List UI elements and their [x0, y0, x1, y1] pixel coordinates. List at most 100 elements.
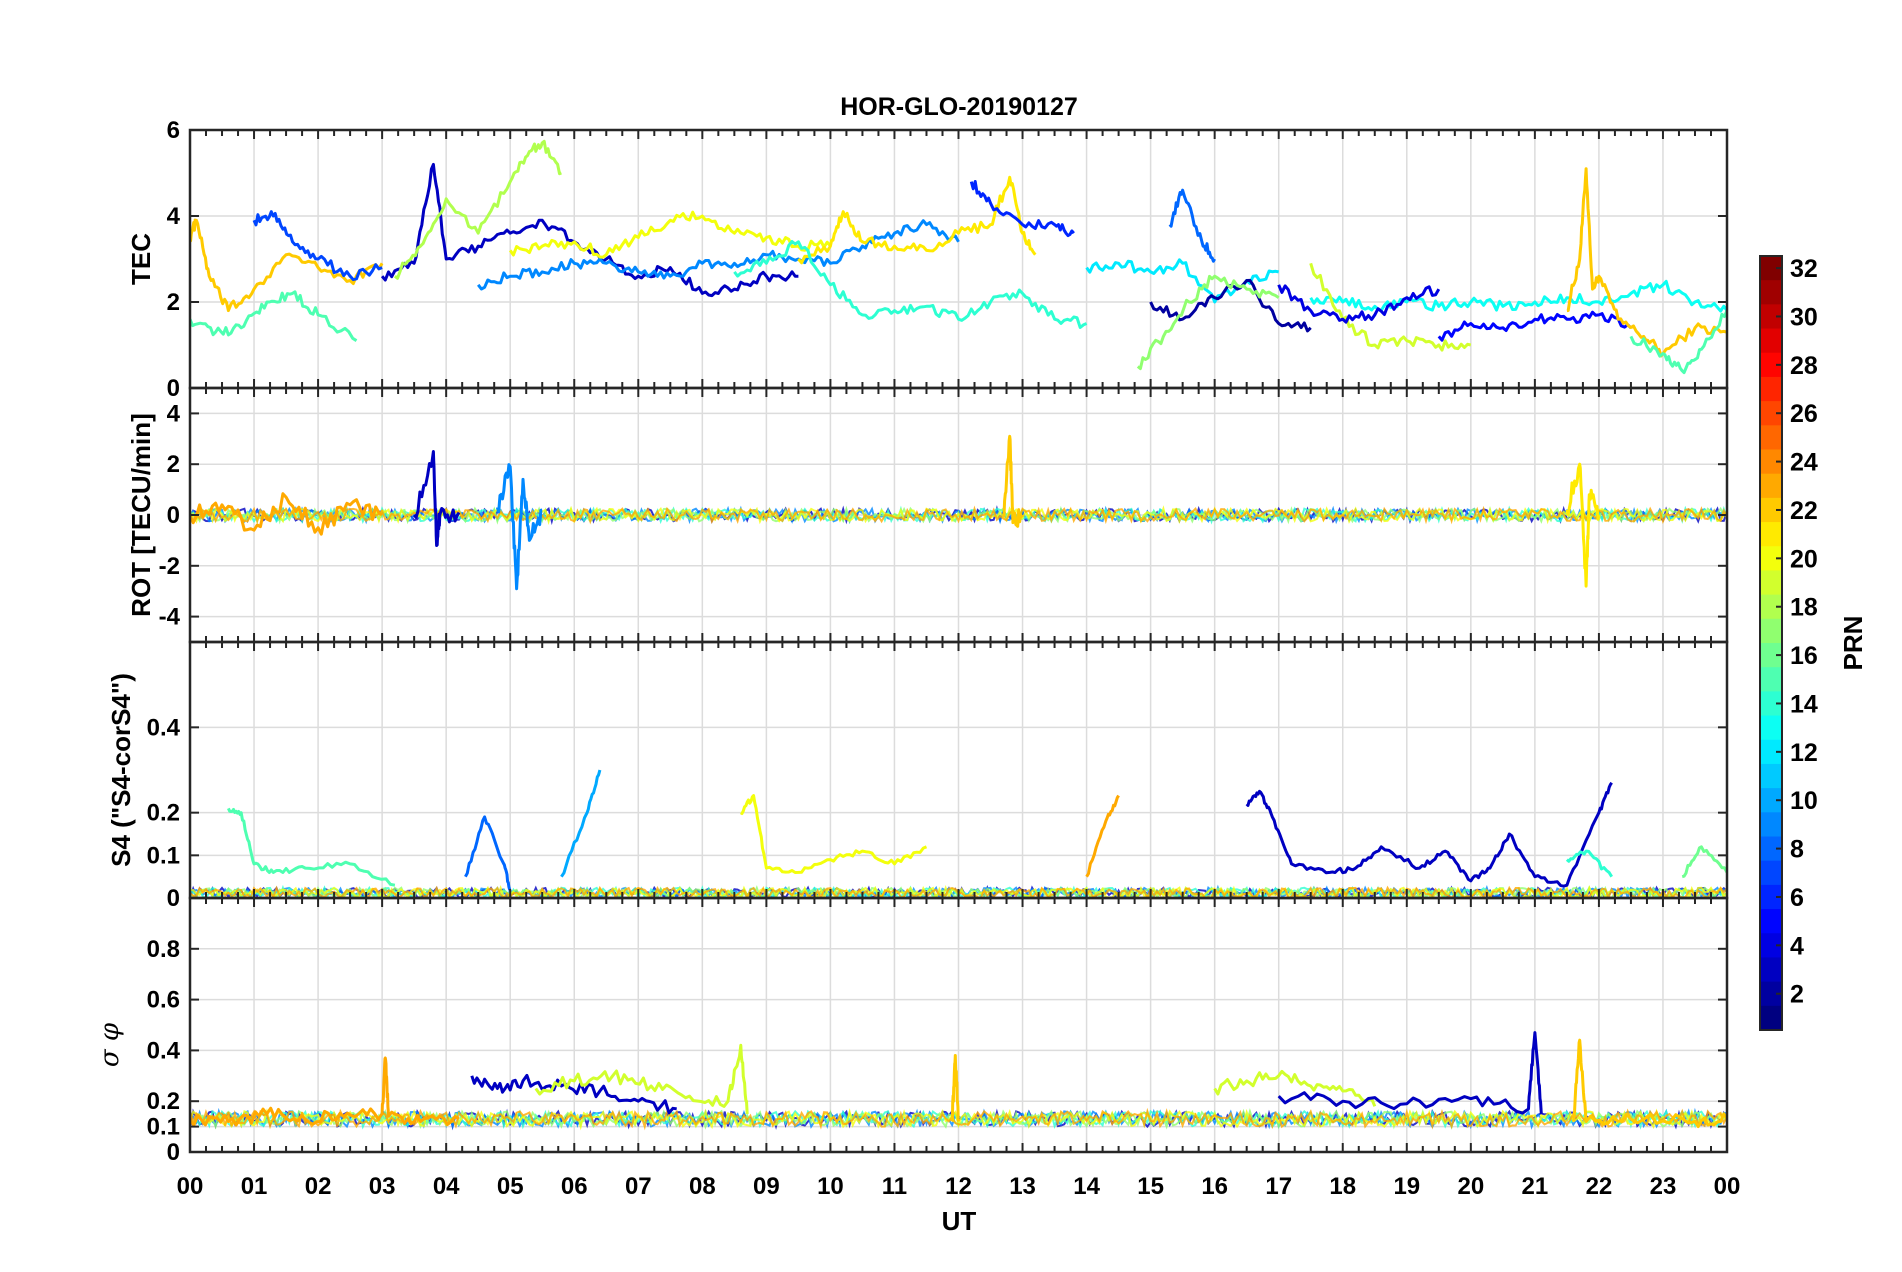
y-tick-label: 2	[167, 451, 180, 478]
panel-tec: 0 2 4 6 TEC	[126, 117, 1729, 402]
series-line-prn-3	[1277, 1031, 1543, 1115]
colorbar-tick-label: 2	[1790, 981, 1804, 1009]
y-tick-label: 0	[167, 375, 180, 402]
x-tick-label: 13	[1009, 1173, 1036, 1200]
colorbar-tick-label: 6	[1790, 884, 1804, 912]
x-tick-label: 18	[1329, 1173, 1356, 1200]
series-line-prn-22	[190, 218, 384, 313]
series-line-prn-23	[190, 1056, 460, 1127]
colorbar-swatch	[1760, 425, 1782, 451]
colorbar-tick-label: 14	[1790, 690, 1818, 718]
colorbar-tick-label: 10	[1790, 787, 1818, 815]
colorbar-label: PRN	[1838, 616, 1868, 671]
x-tick-label: 03	[369, 1173, 396, 1200]
series-line-prn-16	[1681, 845, 1727, 879]
colorbar-swatch	[1760, 618, 1782, 644]
series-line-prn-5	[1437, 310, 1632, 342]
colorbar-swatch	[1760, 376, 1782, 402]
y-tick-label: 0.4	[147, 714, 181, 741]
series-line-prn-20	[739, 794, 928, 874]
colorbar-swatch	[1760, 691, 1782, 717]
y-axis-label: ROT [TECU/min]	[126, 413, 156, 617]
x-tick-label: 10	[817, 1173, 844, 1200]
colorbar-swatch	[1760, 401, 1782, 426]
colorbar-swatch	[1760, 667, 1782, 692]
series-line-prn-23	[190, 492, 383, 536]
series-line-prn-8	[1168, 188, 1216, 263]
x-tick-label: 04	[433, 1173, 460, 1200]
series-line-prn-19	[534, 1043, 749, 1114]
colorbar-swatch	[1760, 812, 1782, 838]
grid	[190, 642, 1727, 898]
colorbar-swatch	[1760, 957, 1782, 983]
colorbar-tick-label: 4	[1790, 932, 1804, 960]
series-line-prn-3	[1245, 781, 1613, 888]
colorbar-tick-label: 26	[1790, 400, 1818, 428]
y-tick-label: -4	[159, 604, 181, 631]
series-line-prn-19	[1213, 1069, 1377, 1107]
y-tick-label: 0.8	[147, 936, 180, 963]
series-group	[190, 1031, 1727, 1129]
colorbar-swatch	[1760, 1005, 1782, 1031]
series-line-prn-3	[412, 450, 461, 547]
y-tick-label: -2	[159, 553, 180, 580]
colorbar-swatch	[1760, 546, 1782, 572]
y-tick-label: 0.4	[147, 1037, 181, 1064]
colorbar-tick-label: 18	[1790, 594, 1818, 622]
colorbar-swatch	[1760, 884, 1782, 910]
series-line-prn-18	[393, 139, 562, 280]
y-tick-label: 0	[167, 502, 180, 529]
x-tick-label: 15	[1137, 1173, 1164, 1200]
colorbar-swatch	[1760, 304, 1782, 330]
series-line-prn-3	[470, 1073, 677, 1115]
series-line-prn-15	[190, 290, 358, 342]
x-tick-label: 01	[241, 1173, 268, 1200]
x-tick-label: 20	[1457, 1173, 1484, 1200]
colorbar-swatch	[1760, 522, 1782, 547]
colorbar-swatch	[1760, 909, 1782, 934]
x-tick-label: 12	[945, 1173, 972, 1200]
colorbar-swatch	[1760, 739, 1782, 765]
series-line-prn-23	[1085, 794, 1120, 878]
x-tick-label: 17	[1265, 1173, 1292, 1200]
x-tick-label: 11	[882, 1173, 907, 1200]
series-line-prn-19	[1309, 262, 1472, 352]
colorbar-tick-label: 16	[1790, 642, 1818, 670]
y-tick-label: 0.1	[147, 1114, 180, 1141]
colorbar-swatch	[1760, 715, 1782, 741]
colorbar-tick-label: 12	[1790, 739, 1818, 767]
series-group	[190, 434, 1601, 591]
axis-ticks	[189, 898, 1728, 1153]
colorbar-swatch	[1760, 594, 1782, 620]
colorbar-tick-label: 28	[1790, 352, 1818, 380]
colorbar-tick-label: 8	[1790, 836, 1804, 864]
x-tick-label: 19	[1393, 1173, 1420, 1200]
panel-sigma-phi: 00.10.2 0.4 0.6 0.8 σ φ	[95, 896, 1729, 1166]
series-line-prn-4	[1277, 284, 1441, 324]
series-group	[190, 139, 1727, 375]
series-line-prn-21	[1565, 462, 1601, 588]
x-tick-label: 00	[177, 1173, 204, 1200]
colorbar-swatch	[1760, 449, 1782, 475]
colorbar-swatch	[1760, 256, 1782, 281]
colorbar-swatch	[1760, 328, 1782, 354]
colorbar-swatch	[1760, 836, 1782, 862]
y-tick-label: 0	[167, 1139, 180, 1166]
colorbar-swatch	[1760, 473, 1782, 499]
colorbar-swatch	[1760, 497, 1782, 523]
series-line-prn-8	[464, 815, 512, 891]
colorbar-tick-label: 24	[1790, 449, 1818, 477]
colorbar-swatch	[1760, 981, 1782, 1007]
colorbar-swatch	[1760, 280, 1782, 305]
x-tick-label: 23	[1650, 1173, 1677, 1200]
series-line-prn-22	[1566, 167, 1727, 358]
grid	[190, 388, 1727, 642]
series-line-prn-15	[1629, 309, 1727, 375]
colorbar-tick-label: 32	[1790, 255, 1818, 283]
colorbar-swatch	[1760, 933, 1782, 959]
x-tick-label: 00	[1714, 1173, 1741, 1200]
y-tick-label: 0	[167, 885, 180, 912]
colorbar-swatch	[1760, 788, 1782, 813]
series-line-prn-10	[560, 769, 602, 878]
x-tick-label: 07	[625, 1173, 652, 1200]
